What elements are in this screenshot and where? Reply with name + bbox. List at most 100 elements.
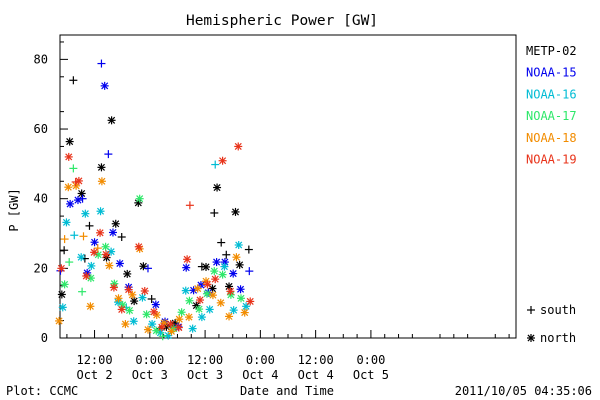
data-point-north [125, 306, 134, 315]
data-point-north [231, 207, 240, 216]
x-tick-time: 12:00 [187, 353, 223, 367]
data-point-north [128, 290, 137, 299]
x-axis-label: Date and Time [240, 384, 334, 398]
x-tick-time: 12:00 [76, 353, 112, 367]
y-axis: 0 20 40 60 80 [34, 41, 68, 345]
data-point-north [66, 199, 75, 208]
data-point-north [177, 308, 186, 317]
data-point-north [96, 207, 105, 216]
data-point-north [135, 194, 144, 203]
data-point-north [81, 209, 90, 218]
data-point-north [86, 302, 95, 311]
y-tick-label: 0 [41, 331, 48, 345]
legend-south-label: south [540, 303, 576, 317]
data-point-north [121, 320, 130, 329]
data-point-north [202, 289, 211, 298]
data-point-north [65, 137, 74, 146]
data-point-north [138, 293, 147, 302]
x-tick-date: Oct 5 [353, 368, 389, 382]
data-point-north [74, 176, 83, 185]
data-point-north [57, 264, 66, 273]
data-point-north [195, 305, 204, 314]
data-point-north [229, 306, 238, 315]
data-point-north [123, 269, 132, 278]
data-point-south [69, 164, 78, 173]
x-tick-date: Oct 2 [76, 368, 112, 382]
data-point-south [244, 245, 253, 254]
data-point-south [245, 267, 254, 276]
data-point-south [93, 244, 102, 253]
data-point-north [183, 255, 192, 264]
data-point-north [167, 327, 176, 336]
data-point-north [140, 286, 149, 295]
data-point-north [64, 183, 73, 192]
legend: METP-02 NOAA-15 NOAA-16 NOAA-17 NOAA-18 NOAA-… [526, 44, 577, 345]
data-point-north [181, 286, 190, 295]
data-point-north [188, 324, 197, 333]
data-point-north [184, 313, 193, 322]
data-point-north [102, 250, 111, 259]
data-point-north [193, 284, 202, 293]
data-point-south [97, 59, 106, 68]
data-point-north [57, 290, 66, 299]
data-point-south [222, 250, 231, 259]
data-point-north [142, 310, 151, 319]
data-point-north [60, 280, 69, 289]
data-point-north [236, 285, 245, 294]
data-point-north [73, 196, 82, 205]
legend-entry-noaa-17: NOAA-17 [526, 109, 577, 123]
data-point-south [60, 246, 69, 255]
series-noaa-18 [55, 177, 249, 336]
legend-entry-metp-02: METP-02 [526, 44, 577, 58]
data-point-north [111, 219, 120, 228]
x-tick-date: Oct 4 [298, 368, 334, 382]
data-point-north [164, 331, 173, 340]
data-point-north [213, 183, 222, 192]
data-point-north [139, 262, 148, 271]
legend-entry-noaa-15: NOAA-15 [526, 66, 577, 80]
data-point-south [79, 232, 88, 241]
series-noaa-19 [57, 142, 255, 332]
data-point-south [211, 160, 220, 169]
data-point-north [240, 308, 249, 317]
data-point-north [202, 262, 211, 271]
data-point-north [107, 116, 116, 125]
data-point-north [166, 320, 175, 329]
data-point-north [152, 326, 161, 335]
data-point-south [60, 235, 69, 244]
data-point-north [216, 298, 225, 307]
data-point-south [185, 201, 194, 210]
data-point-north [232, 253, 241, 262]
data-point-north [235, 260, 244, 269]
data-point-south [85, 221, 94, 230]
data-point-north [115, 259, 124, 268]
y-tick-label: 80 [34, 52, 48, 66]
data-point-north [62, 218, 71, 227]
data-point-north [105, 261, 114, 270]
x-tick-time: 0:00 [135, 353, 164, 367]
legend-north-symbol [527, 334, 535, 342]
data-point-north [134, 242, 143, 251]
data-point-north [97, 177, 106, 186]
data-point-south [78, 194, 87, 203]
data-point-north [197, 313, 206, 322]
x-tick-date: Oct 3 [187, 368, 223, 382]
data-points [55, 59, 255, 341]
data-point-north [151, 300, 160, 309]
legend-south-symbol [527, 306, 535, 314]
data-point-north [242, 302, 251, 311]
x-tick-date: Oct 4 [242, 368, 278, 382]
data-point-north [234, 241, 243, 250]
data-point-north [225, 312, 234, 321]
data-point-north [96, 228, 105, 237]
data-point-south [147, 294, 156, 303]
data-point-north [100, 81, 109, 90]
x-tick-date: Oct 3 [132, 368, 168, 382]
data-point-north [55, 316, 64, 325]
data-point-north [205, 305, 214, 314]
data-point-south [117, 233, 126, 241]
y-axis-label: P [GW] [7, 188, 21, 231]
data-point-north [97, 163, 106, 172]
data-point-north [218, 156, 227, 165]
